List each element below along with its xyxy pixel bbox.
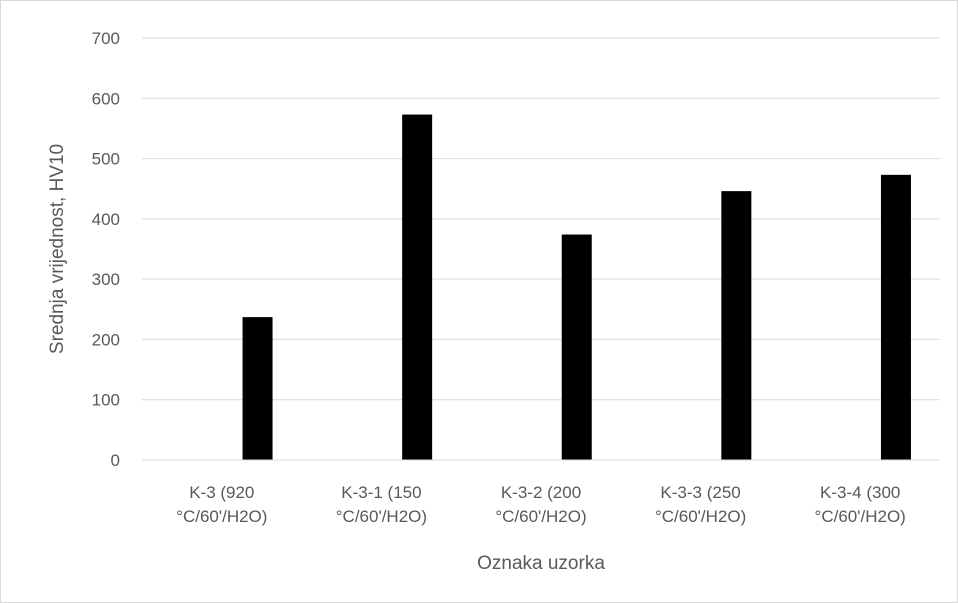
y-tick-label: 700 <box>92 29 120 48</box>
bar <box>242 317 273 460</box>
y-tick-label: 400 <box>92 210 120 229</box>
bar <box>402 114 433 460</box>
bar <box>721 191 752 460</box>
y-tick-label: 600 <box>92 89 120 108</box>
bars <box>242 114 911 460</box>
x-tick-label: K-3-3 (250 <box>660 483 740 502</box>
x-tick-label: °C/60'/H2O) <box>176 507 267 526</box>
bar <box>561 234 592 460</box>
x-tick-label: K-3-1 (150 <box>341 483 421 502</box>
x-tick-label: °C/60'/H2O) <box>815 507 906 526</box>
bar <box>880 174 911 460</box>
gridlines <box>142 37 940 401</box>
x-tick-label: °C/60'/H2O) <box>495 507 586 526</box>
x-axis-title: Oznaka uzorka <box>477 553 605 574</box>
x-axis-ticks: K-3 (920 °C/60'/H2O) K-3-1 (150 °C/60'/H2O)… <box>176 483 906 526</box>
y-tick-label: 200 <box>92 330 120 349</box>
x-tick-label: K-3-2 (200 <box>501 483 581 502</box>
y-axis-title: Srednja vrijednost, HV10 <box>47 144 68 354</box>
y-tick-label: 100 <box>92 391 120 410</box>
y-tick-label: 0 <box>111 451 120 470</box>
y-axis-ticks: 0 100 200 300 400 500 600 700 <box>92 29 120 470</box>
x-tick-label: K-3 (920 <box>189 483 254 502</box>
x-tick-label: °C/60'/H2O) <box>336 507 427 526</box>
x-tick-label: K-3-4 (300 <box>820 483 900 502</box>
x-tick-label: °C/60'/H2O) <box>655 507 746 526</box>
y-tick-label: 300 <box>92 270 120 289</box>
y-tick-label: 500 <box>92 150 120 169</box>
